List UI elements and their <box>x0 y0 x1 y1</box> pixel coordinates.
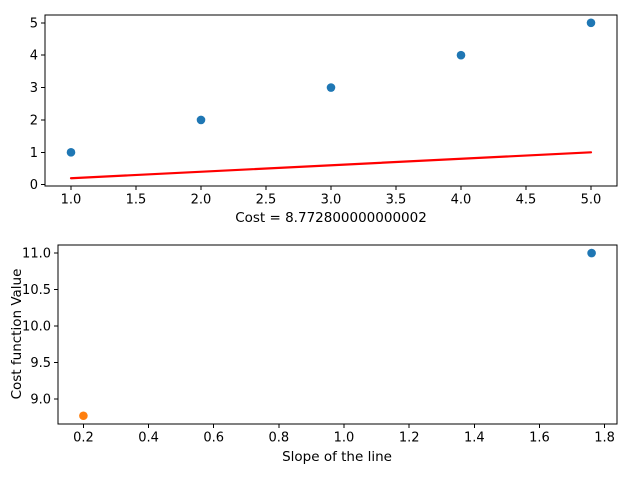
x-tick-label: 1.4 <box>464 431 485 446</box>
bottom-subplot-ylabel: Cost function Value <box>9 268 25 400</box>
x-tick-label: 4.5 <box>516 193 537 208</box>
previous-slope-cost-point <box>587 248 596 258</box>
y-tick-label: 4 <box>30 49 38 64</box>
x-tick-label: 3.0 <box>321 193 342 208</box>
x-tick-label: 1.8 <box>594 431 615 446</box>
y-tick-label: 2 <box>30 113 38 128</box>
x-tick-label: 0.6 <box>203 431 224 446</box>
x-tick-label: 0.8 <box>269 431 290 446</box>
y-tick-label: 3 <box>30 81 38 96</box>
y-tick-label: 10.5 <box>22 283 51 298</box>
x-tick-label: 0.2 <box>73 431 94 446</box>
x-tick-label: 3.5 <box>386 193 407 208</box>
bottom-subplot-xlabel: Slope of the line <box>282 449 392 465</box>
current-slope-cost-point <box>79 411 88 421</box>
x-tick-label: 1.5 <box>126 193 147 208</box>
axes-frame <box>44 14 618 187</box>
x-tick-label: 5.0 <box>581 193 602 208</box>
x-tick-label: 2.5 <box>256 193 277 208</box>
fitted-line <box>69 151 593 180</box>
cost-subplot: 0.2 0.4 0.6 0.8 1.0 1.2 1.4 1.6 1.8 9.0 9.5 10.0 10.… <box>22 244 618 446</box>
axes-frame <box>57 244 618 425</box>
x-tick-label: 1.6 <box>529 431 550 446</box>
data-points-point <box>196 115 206 125</box>
data-points-point <box>456 50 466 60</box>
y-tick-label: 1 <box>30 146 38 161</box>
data-points-point <box>326 83 336 92</box>
y-tick-label: 11.0 <box>22 247 51 262</box>
top-subplot-xlabel: Cost = 8.772800000000002 <box>235 210 427 226</box>
x-tick-label: 1.2 <box>399 431 420 446</box>
y-tick-label: 10.0 <box>22 320 51 335</box>
y-tick-label: 5 <box>30 16 38 31</box>
x-tick-label: 4.0 <box>451 193 472 208</box>
y-tick-label: 9.0 <box>30 393 51 408</box>
data-points-point <box>66 148 76 157</box>
y-tick-label: 0 <box>30 178 38 193</box>
x-tick-label: 0.4 <box>138 431 159 446</box>
x-tick-label: 1.0 <box>334 431 355 446</box>
x-tick-label: 2.0 <box>191 193 212 208</box>
data-points-point <box>586 18 596 28</box>
x-tick-label: 1.0 <box>61 193 82 208</box>
y-tick-label: 9.5 <box>30 356 51 371</box>
regression-subplot: 1.0 1.5 2.0 2.5 3.0 3.5 4.0 4.5 5.0 0 1 2 3 4 5 <box>30 14 618 208</box>
